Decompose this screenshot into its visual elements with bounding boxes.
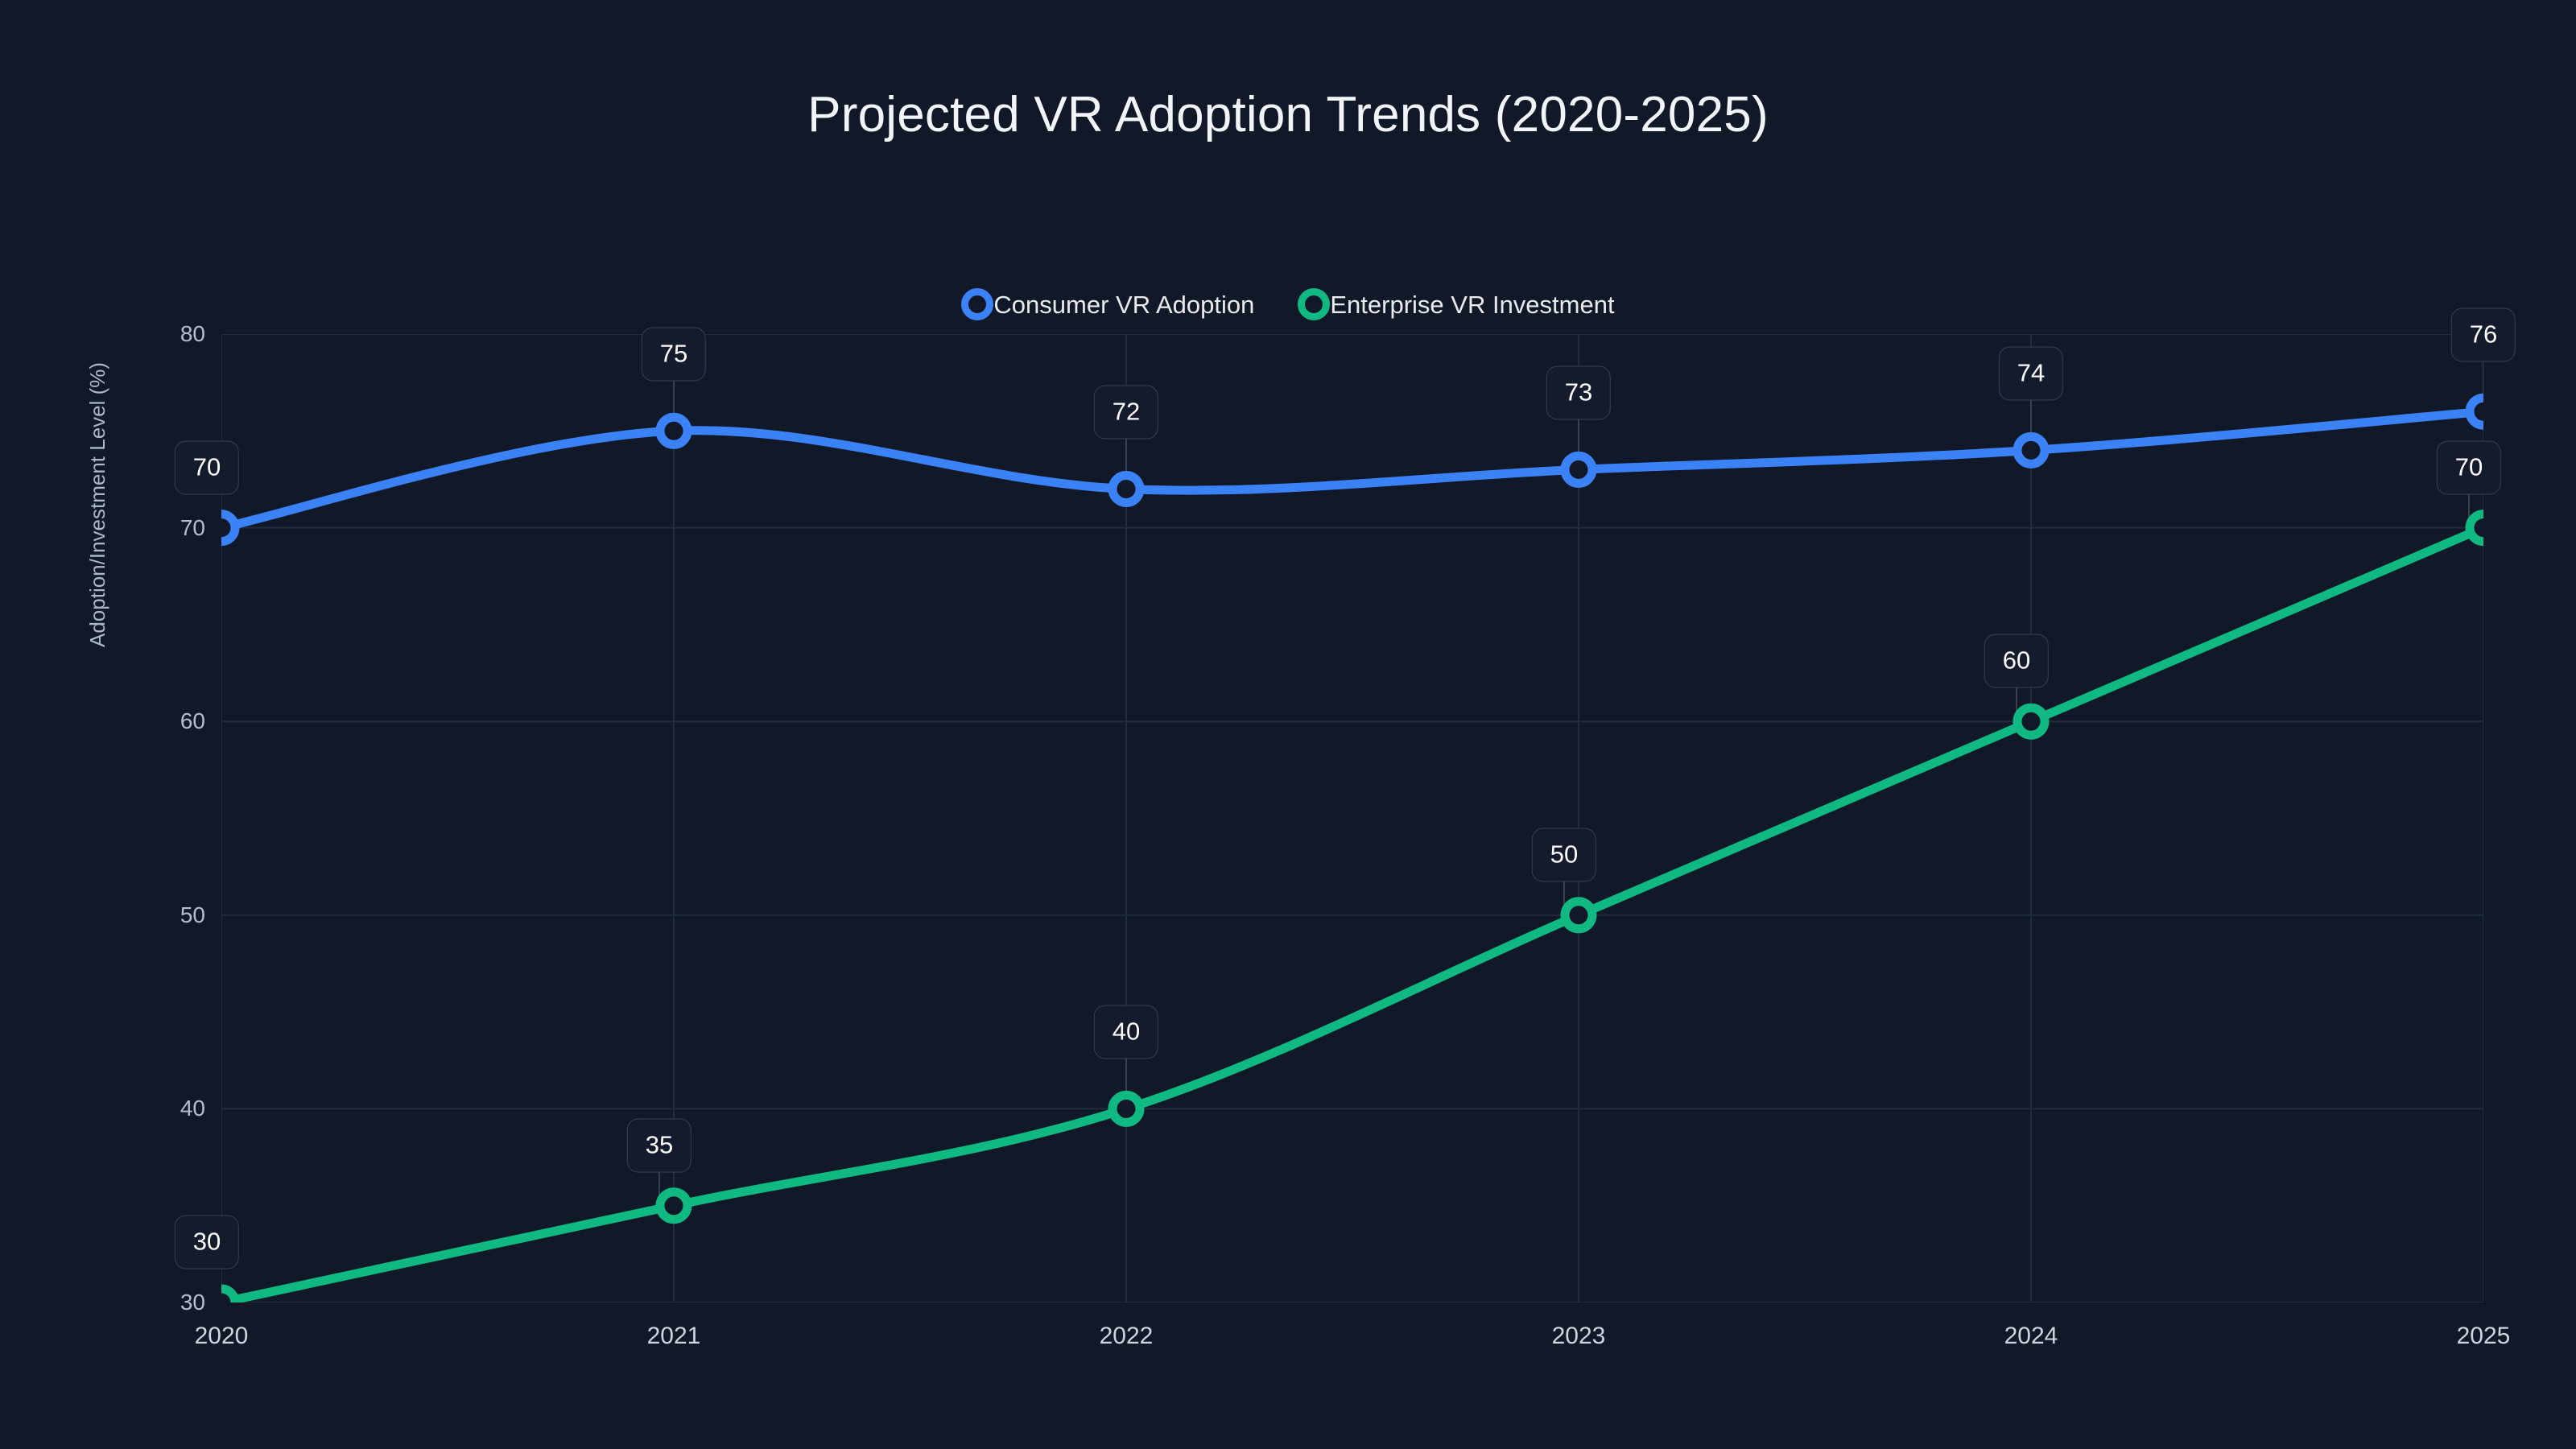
data-point-label: 76: [2450, 308, 2516, 362]
data-point-label: 40: [1093, 1005, 1159, 1059]
plot-area: 70 75 72 73 74 76 30 35 40 50 60 70: [174, 308, 2516, 1302]
plot-svg: [221, 334, 2483, 1302]
legend-label: Consumer VR Adoption: [993, 290, 1255, 319]
x-axis-tick: 2025: [2456, 1323, 2511, 1349]
x-axis-tick-labels: 2020 2021 2022 2023 2024 2025: [195, 1323, 2511, 1364]
data-point-label: 50: [1531, 828, 1597, 882]
y-axis-tick: 40: [180, 1096, 205, 1121]
data-point-label: 75: [641, 327, 707, 382]
data-point-label: 70: [174, 440, 240, 495]
y-axis-tick: 60: [180, 708, 205, 734]
legend-item-enterprise-vr-investment[interactable]: Enterprise VR Investment: [1298, 288, 1615, 320]
y-axis-title: Adoption/Investment Level (%): [85, 361, 109, 647]
data-point-label: 60: [1984, 634, 2050, 688]
x-axis-tick: 2024: [2004, 1323, 2058, 1349]
y-axis-tick: 70: [180, 514, 205, 540]
x-axis-tick: 2022: [1099, 1323, 1154, 1349]
y-axis-tick: 30: [180, 1290, 205, 1315]
data-point-label: 74: [1998, 346, 2064, 401]
legend-item-consumer-vr-adoption[interactable]: Consumer VR Adoption: [961, 288, 1254, 320]
data-point-label: 35: [626, 1118, 692, 1173]
x-axis-tick: 2020: [194, 1323, 249, 1349]
data-point-label: 73: [1546, 365, 1612, 420]
data-point-label: 70: [2436, 440, 2502, 495]
legend-label: Enterprise VR Investment: [1330, 290, 1615, 319]
chart-legend: Consumer VR Adoption Enterprise VR Inves…: [0, 288, 2576, 320]
y-axis-tick: 80: [180, 321, 205, 346]
y-axis-tick-labels: 30 40 50 60 70 80: [145, 323, 205, 1314]
chart-title: Projected VR Adoption Trends (2020-2025): [807, 87, 1769, 142]
data-point-label: 30: [174, 1215, 240, 1269]
ring-marker-icon: [1298, 288, 1331, 320]
data-point-label: 72: [1093, 385, 1159, 440]
x-axis-tick: 2021: [646, 1323, 701, 1349]
ring-marker-icon: [961, 288, 994, 320]
x-axis-tick: 2023: [1551, 1323, 1606, 1349]
y-axis-tick: 50: [180, 902, 205, 927]
